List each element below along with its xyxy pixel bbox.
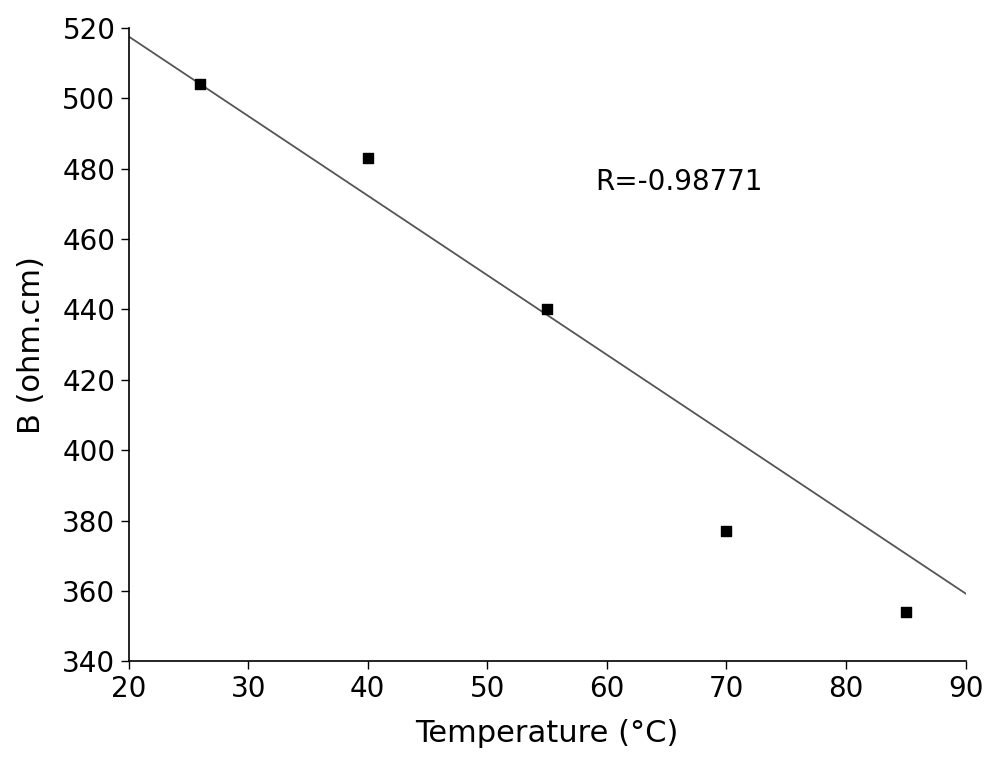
Point (360, 151, 376, 164)
Point (898, 606, 914, 618)
Point (192, 78, 208, 90)
Text: R=-0.98771: R=-0.98771 (595, 168, 762, 196)
Point (539, 303, 555, 315)
Y-axis label: B (ohm.cm): B (ohm.cm) (17, 256, 46, 434)
X-axis label: Temperature (°C): Temperature (°C) (415, 719, 679, 748)
Point (718, 525, 734, 537)
